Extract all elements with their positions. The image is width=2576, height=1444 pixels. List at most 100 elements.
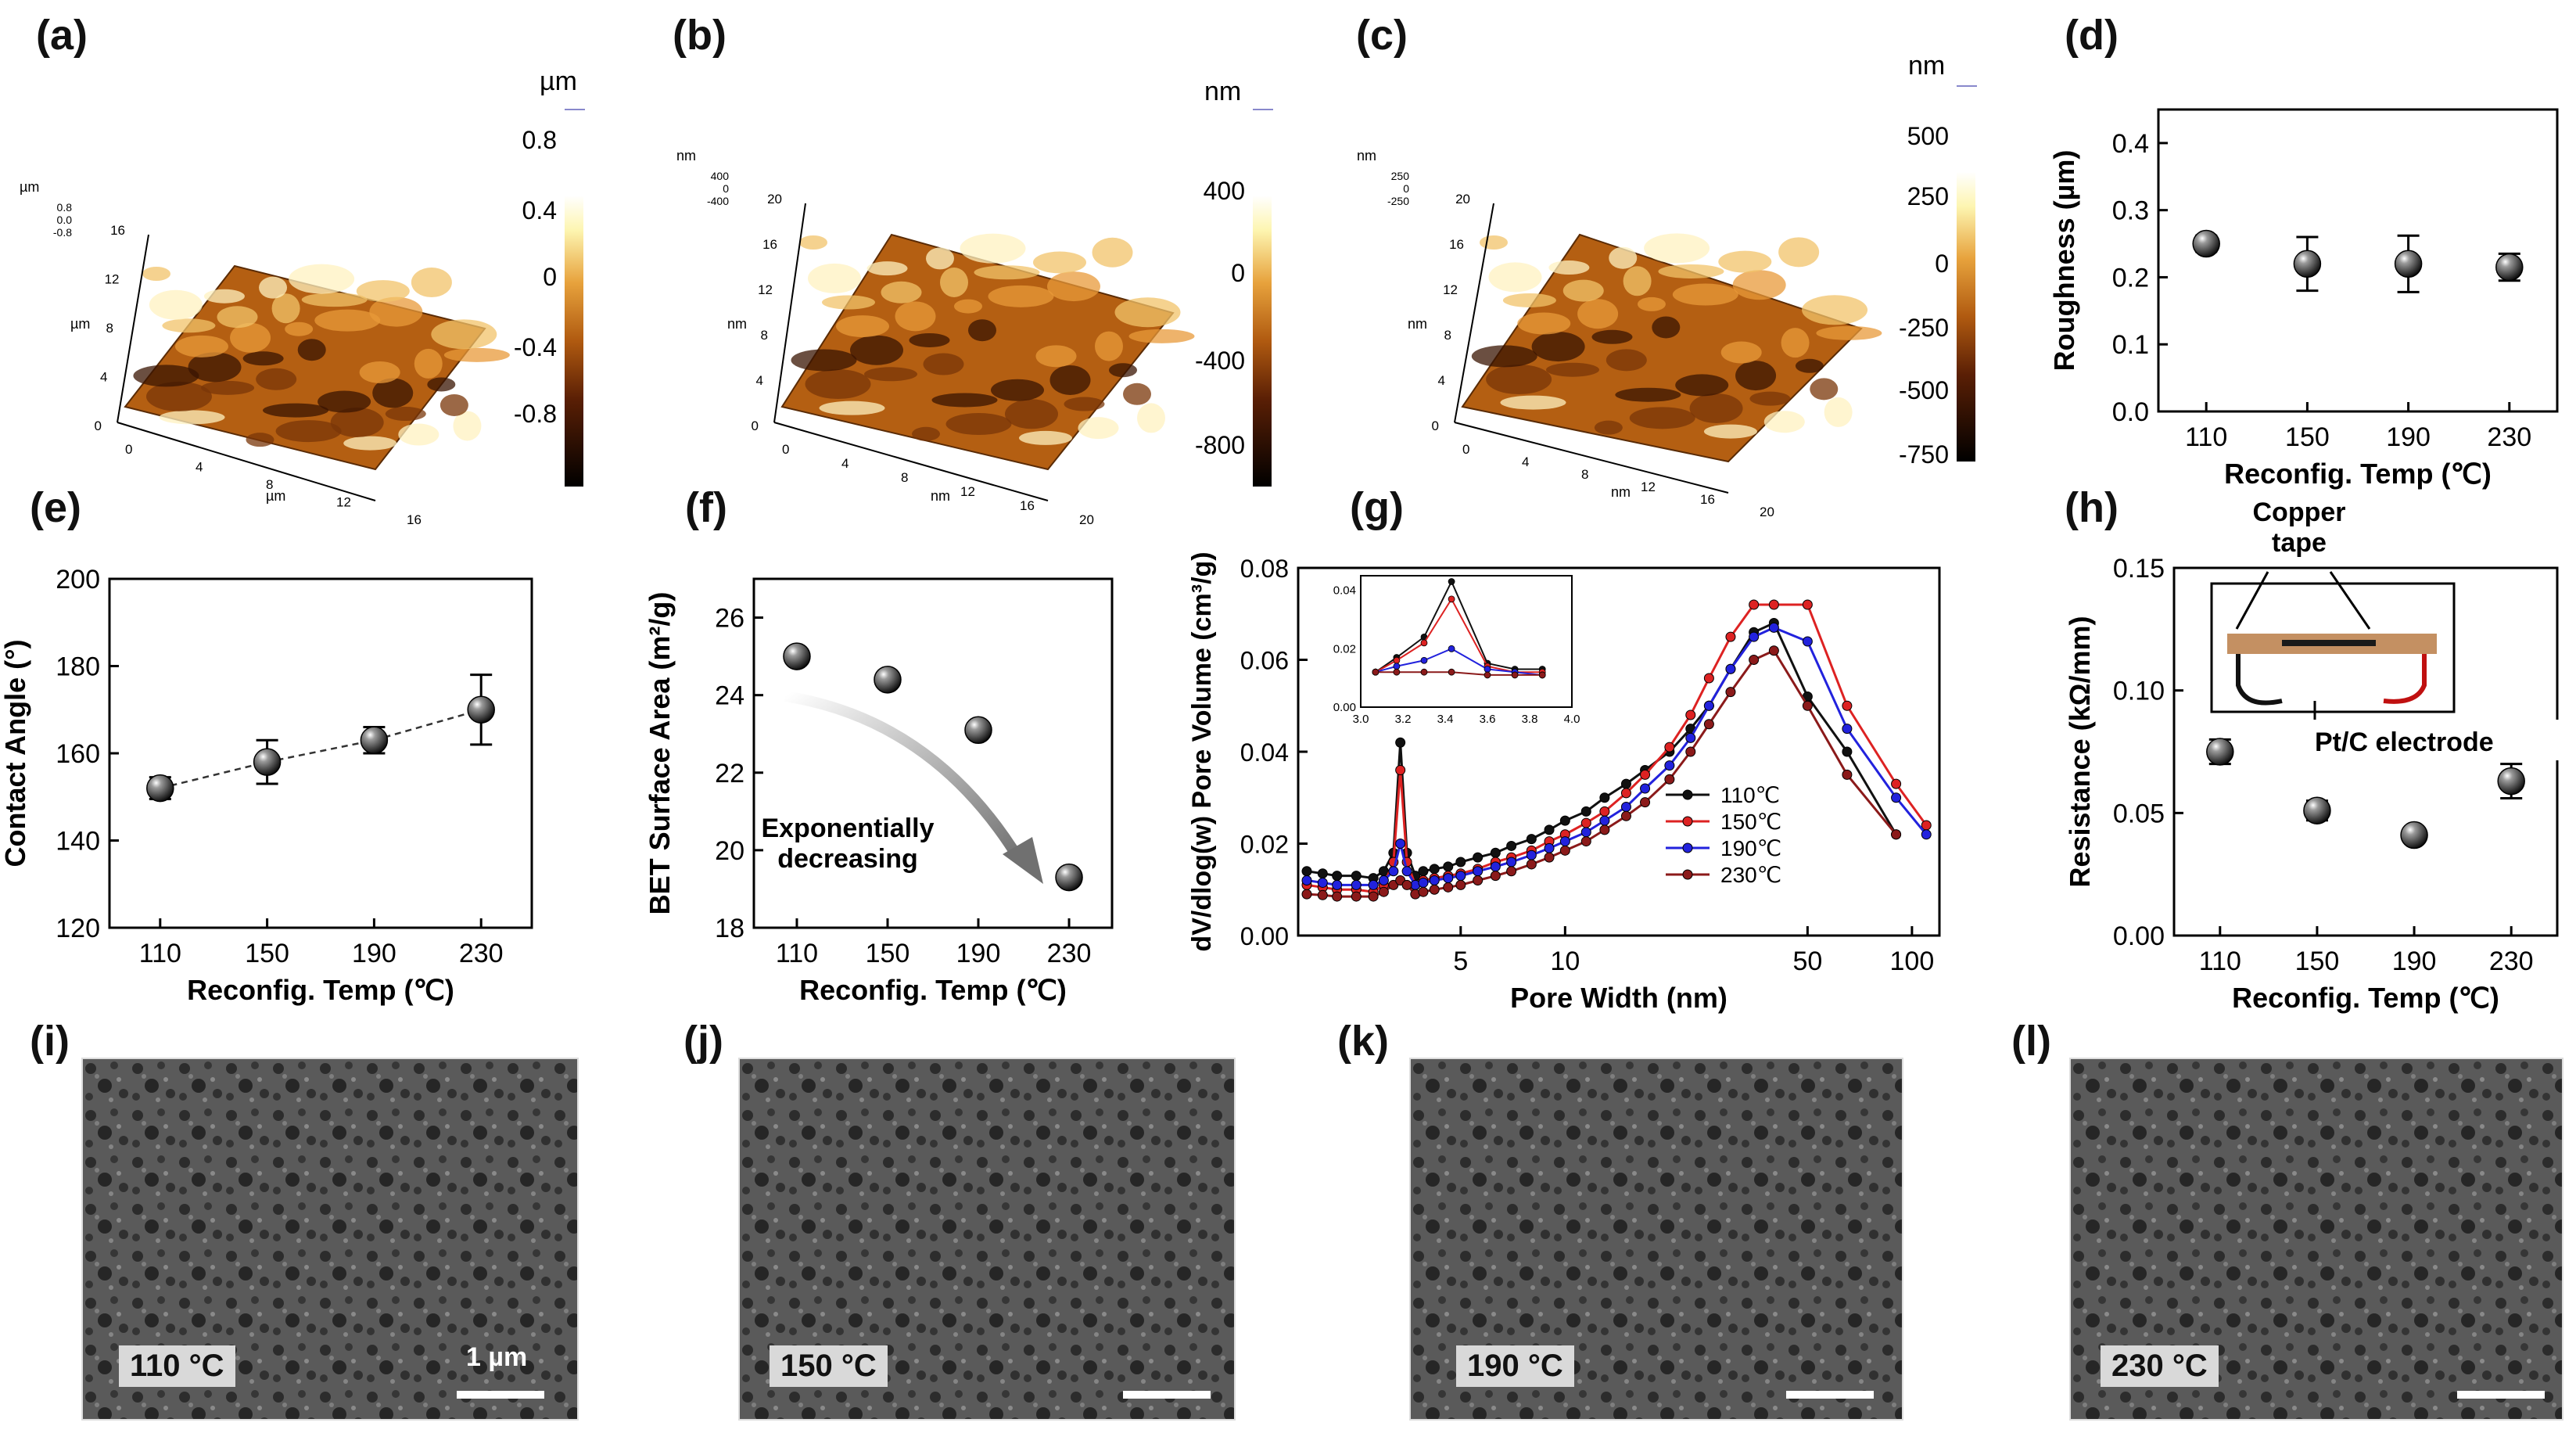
afm-texture-blob	[1531, 332, 1585, 362]
x-tick-label: 230	[459, 939, 504, 968]
series-point	[1599, 815, 1610, 826]
afm-z-tick: 400	[711, 170, 730, 182]
afm-y-tick: 0	[95, 418, 102, 433]
afm-texture-blob	[895, 301, 936, 332]
series-point	[1640, 783, 1651, 794]
series-point	[1725, 663, 1736, 674]
sem-image-110: 110 °C 1 µm	[81, 1058, 579, 1421]
x-tick-label: 110	[2199, 947, 2241, 976]
afm-texture-blob	[1749, 391, 1791, 406]
series-point	[1418, 877, 1429, 888]
afm-y-tick: 4	[1438, 373, 1445, 388]
inset-x-tick: 3.8	[1522, 713, 1538, 726]
afm-texture-blob	[1005, 399, 1058, 429]
series-point	[1725, 687, 1736, 698]
afm-texture-blob	[1019, 430, 1072, 445]
series-point	[1332, 891, 1343, 902]
series-point	[1580, 806, 1591, 817]
afm-texture-blob	[203, 289, 245, 304]
y-tick-label: 200	[56, 565, 100, 594]
sem-image-190: 190 °C	[1409, 1058, 1903, 1421]
inset-label-copper: Copper	[2253, 497, 2346, 527]
x-tick-label: 150	[245, 939, 289, 968]
x-tick-label: 110	[2185, 422, 2227, 452]
afm-texture-blob	[359, 361, 400, 383]
colorbar-tick: -0.4	[514, 333, 557, 361]
series-point	[1842, 746, 1853, 757]
afm-x-axis	[117, 422, 376, 501]
plot-frame	[2157, 108, 2559, 413]
inset-y-tick: 0.00	[1333, 701, 1356, 714]
inset-label-electrode: Pt/C electrode	[2315, 727, 2494, 757]
afm-texture-blob	[369, 296, 423, 327]
sem-temperature-label: 110 °C	[119, 1345, 235, 1387]
afm-texture-blob	[1623, 266, 1652, 296]
x-tick-label: 100	[1890, 947, 1935, 976]
inset-series-point	[1538, 671, 1546, 679]
x-tick-label: 190	[352, 939, 396, 968]
afm-texture-blob	[1471, 345, 1537, 368]
series-point	[1725, 631, 1736, 642]
afm-texture-blob	[431, 319, 497, 350]
afm-texture-blob	[453, 411, 482, 441]
afm-texture-blob	[427, 377, 456, 392]
y-tick-label: 0.2	[2112, 263, 2149, 293]
series-point	[1544, 824, 1555, 835]
x-tick-label: 5	[1453, 947, 1468, 976]
series-point	[1443, 873, 1454, 884]
series-point	[1580, 817, 1591, 828]
legend-label: 230℃	[1720, 863, 1781, 887]
afm-texture-blob	[1577, 299, 1619, 329]
scale-bar-label: 1 µm	[466, 1342, 528, 1372]
afm-x-tick: 4	[1522, 454, 1529, 469]
afm-y-tick: 20	[1455, 192, 1470, 207]
series-point	[1351, 891, 1362, 902]
data-point	[2497, 767, 2525, 796]
afm-y-tick: 16	[110, 223, 125, 238]
inset-pointer	[2235, 571, 2269, 630]
afm-texture-blob	[1637, 296, 1666, 311]
series-point	[1620, 788, 1631, 799]
x-axis-title: Reconfig. Temp (℃)	[2224, 458, 2492, 490]
afm-texture-blob	[343, 436, 397, 451]
afm-texture-blob	[443, 347, 510, 362]
afm-texture-blob	[1781, 328, 1810, 358]
series-point	[1378, 875, 1389, 885]
afm-x-tick: 4	[196, 460, 203, 475]
legend-marker	[1682, 869, 1693, 880]
series-point	[1378, 886, 1389, 897]
y-axis-title: Roughness (µm)	[2048, 150, 2080, 372]
panel-label-g: (g)	[1350, 484, 1404, 531]
inset-series-point	[1420, 639, 1428, 647]
afm-texture-blob	[850, 335, 903, 365]
afm-texture-blob	[822, 295, 875, 310]
afm-texture-blob	[1629, 407, 1695, 429]
y-tick-label: 180	[56, 652, 100, 682]
afm-texture-blob	[414, 348, 443, 379]
inset-series-point	[1393, 656, 1401, 664]
colorbar-tick: 0	[1231, 259, 1245, 287]
y-tick-label: 0.3	[2112, 196, 2149, 226]
afm-texture-blob	[174, 335, 228, 357]
afm-texture-blob	[246, 433, 274, 447]
colorbar-tick: 500	[1907, 122, 1949, 150]
inset-x-tick: 3.2	[1395, 713, 1412, 726]
afm-z-tick: -250	[1387, 195, 1409, 207]
panel-label-d: (d)	[2065, 12, 2119, 59]
y-tick-label: 0.10	[2113, 677, 2165, 706]
inset-series-point	[1448, 645, 1455, 652]
trend-line	[160, 709, 482, 789]
series-point	[1685, 709, 1696, 720]
afm-y-unit: nm	[1408, 316, 1427, 332]
afm-x-tick: 20	[1079, 512, 1094, 527]
series-point	[1301, 875, 1312, 885]
series-point	[1749, 655, 1760, 665]
series-point	[1891, 829, 1902, 840]
afm-x-axis	[773, 422, 1049, 501]
afm-y-tick: 20	[767, 192, 782, 207]
colorbar	[565, 196, 583, 487]
panel-label-f: (f)	[685, 484, 727, 531]
panel-label-j: (j)	[683, 1018, 723, 1065]
colorbar-tick: -500	[1899, 376, 1949, 404]
series-point	[1368, 879, 1379, 890]
